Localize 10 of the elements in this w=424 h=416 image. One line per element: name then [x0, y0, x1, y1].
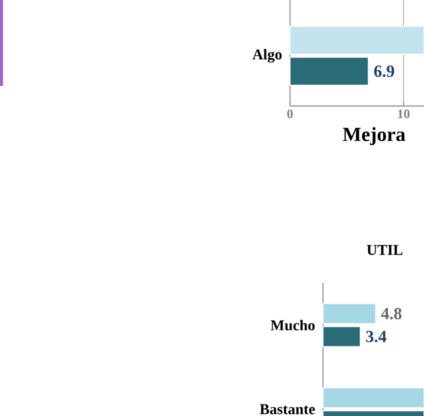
y-tick-label: Bastante: [260, 404, 315, 414]
data-label: 4.8: [381, 308, 402, 320]
x-tick-label: 0: [287, 110, 293, 118]
x-tick-label: 10: [398, 110, 410, 118]
data-label: 6.9: [374, 66, 394, 78]
y-tick-label: Algo: [252, 48, 282, 63]
x-axis-title: Mejora: [342, 127, 406, 146]
y-tick-label: Mucho: [270, 320, 315, 330]
data-label: 3.4: [366, 330, 386, 342]
chart-title: UTIL: [366, 245, 402, 255]
